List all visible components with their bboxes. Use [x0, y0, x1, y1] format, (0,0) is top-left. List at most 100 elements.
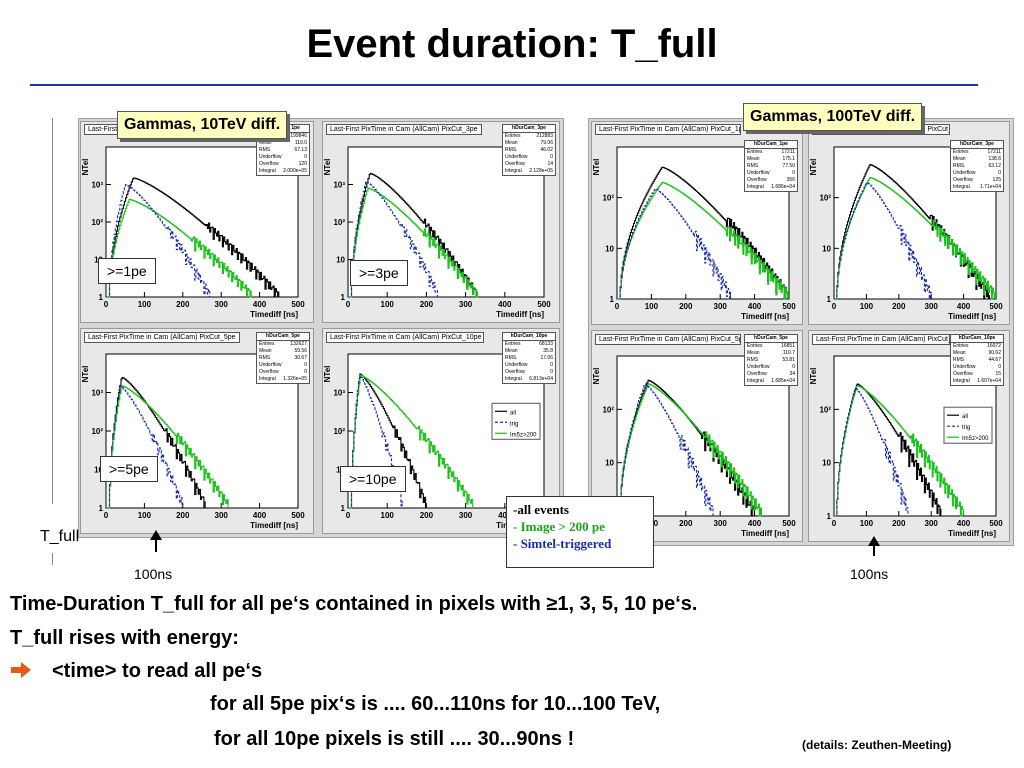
details-note: (details: Zeuthen-Meeting)	[802, 738, 952, 752]
stats-row: Underflow 0	[953, 170, 1001, 176]
series-trig	[106, 385, 183, 509]
stats-row: RMS 67.13	[259, 147, 307, 153]
stats-row: Underflow 0	[505, 362, 553, 368]
y-tick-label: 1	[99, 293, 104, 302]
bullet-line-2: T_full rises with energy:	[10, 627, 239, 649]
y-axis-label: NTel	[323, 366, 332, 383]
stats-name: hDurCam_1pe	[745, 141, 797, 149]
x-tick-label: 400	[253, 511, 267, 520]
series-im5z-200	[617, 181, 789, 300]
x-tick-label: 100	[381, 511, 395, 520]
stats-row: Mean 59.56	[259, 348, 307, 354]
series-trig	[834, 182, 932, 300]
y-tick-label: 10²	[602, 194, 614, 203]
panel-title: Last-First PixTime in Cam (AllCam) PixCu…	[84, 332, 240, 343]
series-im5z-200	[834, 385, 964, 517]
x-axis-label: Timediff [ns]	[496, 310, 544, 319]
x-axis-label: Timediff [ns]	[250, 521, 298, 530]
stats-row: RMS 30.67	[259, 355, 307, 361]
stats-row: Entries 132627	[259, 341, 307, 347]
tfull-axis-line	[52, 118, 53, 504]
stats-box: hDurCam_3pe Entries 17211 Mean 138.6 RMS 63.12…	[950, 140, 1004, 192]
x-tick-label: 400	[253, 300, 267, 309]
series-im5z-200	[106, 198, 252, 298]
right-arrow-icon	[10, 659, 32, 686]
panel-title: Last-First PixTime in Cam (AllCam) PixCu…	[812, 334, 950, 345]
slide-title: Event duration: T_full	[306, 22, 718, 66]
series-im5z-200	[617, 383, 763, 517]
stats-box: hDurCam_5pe Entries 132627 Mean 59.56 RMS 30.6…	[256, 332, 310, 384]
series-im5z-200	[348, 187, 478, 298]
x-tick-label: 500	[989, 519, 1003, 528]
stats-row: Mean 175.1	[747, 156, 795, 162]
x-tick-label: 200	[420, 511, 434, 520]
arrow-shaft	[873, 544, 875, 556]
x-tick-label: 100	[645, 302, 659, 311]
y-tick-label: 1	[341, 293, 346, 302]
stats-row: Overflow 120	[259, 161, 307, 167]
panel-title: Last-First PixTime in Cam (AllCam) PixCu…	[326, 124, 482, 135]
x-tick-label: 0	[346, 511, 351, 520]
series-all	[617, 166, 789, 300]
x-tick-label: 200	[176, 300, 190, 309]
x-tick-label: 400	[748, 519, 762, 528]
stats-row: Integral 1.607e+04	[953, 378, 1001, 384]
x-tick-label: 0	[104, 511, 109, 520]
stats-row: RMS 77.50	[747, 163, 795, 169]
stats-row: Mean 79.06	[505, 140, 553, 146]
stats-row: Mean 119.0	[259, 140, 307, 146]
stats-row: Overflow 125	[953, 177, 1001, 183]
y-tick-label: 10²	[819, 194, 831, 203]
tag-10tev: Gammas, 10TeV diff.	[117, 111, 288, 139]
y-tick-label: 1	[827, 512, 832, 521]
bullet-line-5: for all 10pe pixels is still .... 30...9…	[214, 728, 575, 750]
stats-row: Underflow 0	[747, 364, 795, 370]
x-tick-label: 200	[420, 300, 434, 309]
series-im5z-200	[106, 385, 229, 509]
stats-row: Integral 6.813e+04	[505, 376, 553, 382]
y-tick-label: 10	[336, 256, 345, 265]
y-tick-label: 10²	[91, 218, 103, 227]
series-all	[348, 172, 478, 298]
stats-row: RMS 46.02	[505, 147, 553, 153]
x-tick-label: 400	[748, 302, 762, 311]
x-axis-label: Timediff [ns]	[250, 310, 298, 319]
y-tick-label: 10³	[333, 181, 345, 190]
mini-legend-label: Im5z>200	[510, 432, 537, 438]
y-tick-label: 10³	[91, 181, 103, 190]
title-rule	[30, 84, 978, 86]
x-tick-label: 300	[215, 511, 229, 520]
panel-title: Last-First PixTime in Cam (AllCam) PixCu…	[595, 334, 741, 345]
stats-name: hDurCam_10pe	[951, 335, 1003, 343]
y-tick-label: 10	[822, 459, 831, 468]
stats-row: Entries 17211	[953, 149, 1001, 155]
mini-legend-label: Im5z>200	[962, 436, 989, 442]
series-all	[106, 177, 280, 298]
x-tick-label: 0	[346, 300, 351, 309]
stats-row: Underflow 0	[505, 154, 553, 160]
stats-row: Integral 1.686e+04	[747, 184, 795, 190]
stats-box: hDurCam_3pe Entries 212883 Mean 79.06 RMS 46.0…	[502, 124, 556, 176]
stats-row: Mean 90.62	[953, 350, 1001, 356]
stats-row: Integral 1.326e+05	[259, 376, 307, 382]
legend-item-trig: - Simtel-triggered	[513, 536, 612, 551]
series-all	[106, 376, 206, 509]
x-tick-label: 500	[537, 300, 551, 309]
stats-row: Underflow 0	[953, 364, 1001, 370]
stats-row: Overflow 34	[747, 371, 795, 377]
arrow-label-right: 100ns	[850, 566, 889, 582]
series-trig	[348, 180, 438, 298]
x-tick-label: 0	[615, 302, 620, 311]
y-axis-label: NTel	[81, 366, 90, 383]
y-tick-label: 1	[610, 295, 615, 304]
x-tick-label: 500	[989, 302, 1003, 311]
y-axis-label: NTel	[809, 159, 818, 176]
x-tick-label: 100	[138, 300, 152, 309]
stats-row: Integral 1.71e+04	[953, 184, 1001, 190]
stats-row: Integral 2.128e+05	[505, 168, 553, 174]
stats-row: RMS 44.67	[953, 357, 1001, 363]
legend-item-image: - Image > 200 pe	[513, 519, 605, 534]
x-axis-label: Timediff [ns]	[948, 529, 996, 538]
stats-box: hDurCam_1pe Entries 17211 Mean 175.1 RMS 77.50…	[744, 140, 798, 192]
stats-row: Integral 2.000e+05	[259, 168, 307, 174]
